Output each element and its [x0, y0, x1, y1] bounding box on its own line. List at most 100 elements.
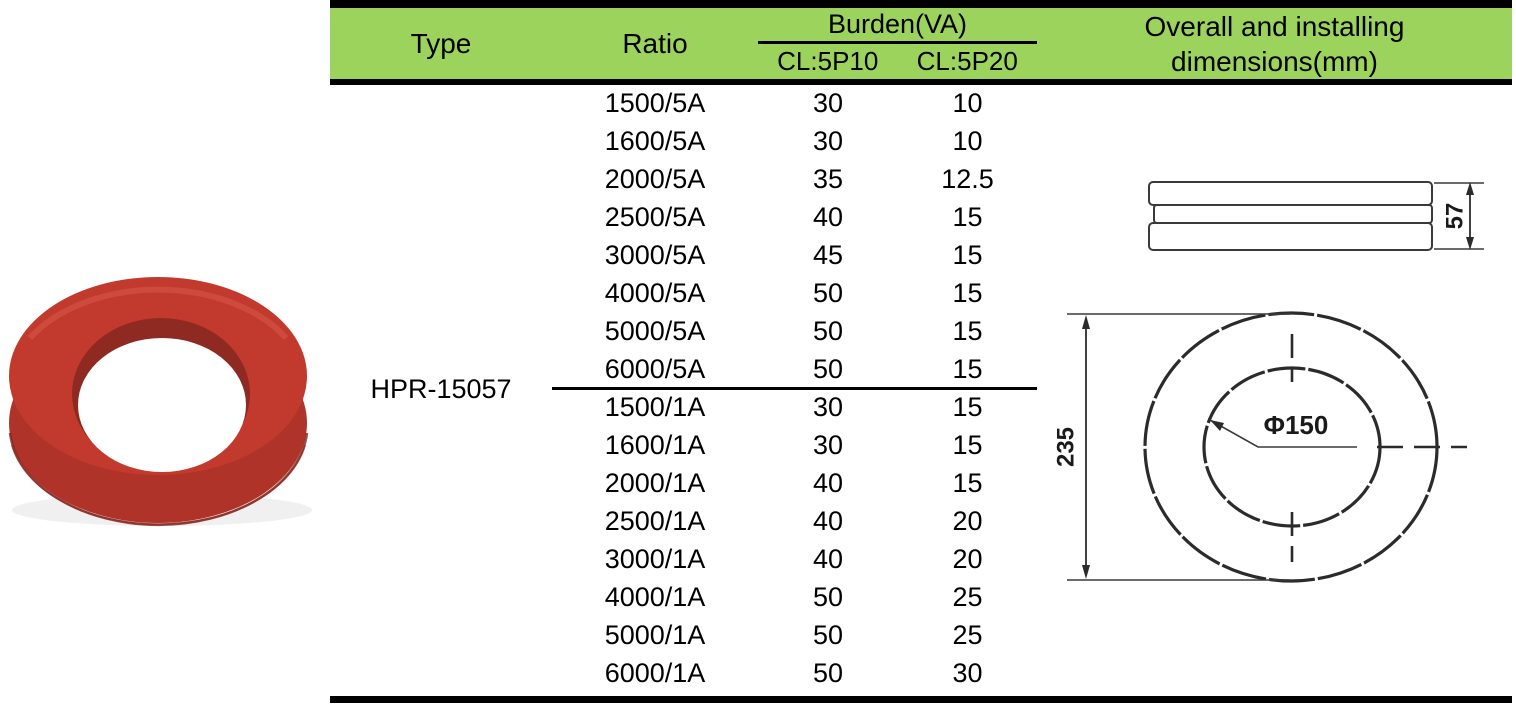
ratio-cell: 5000/5A	[604, 315, 706, 346]
cl5p20-cell: 15	[952, 467, 983, 498]
cl5p20-cell: 15	[952, 391, 983, 422]
cl5p10-cell: 50	[812, 657, 844, 688]
ratio-cell: 4000/1A	[604, 581, 706, 612]
cl5p20-cell: 15	[952, 239, 983, 270]
table-row: 2000/1A 40 15	[552, 464, 1037, 502]
cl5p20-cell: 10	[952, 87, 983, 118]
table-row: 5000/1A 50 25	[552, 616, 1037, 654]
cl5p10-cell: 50	[812, 619, 844, 650]
cl5p10-cell: 50	[812, 315, 844, 346]
side-dim-arrow-bottom	[1466, 237, 1474, 250]
table-row: 3000/1A 40 20	[552, 540, 1037, 578]
product-photo	[8, 277, 312, 527]
table-row: 5000/5A 50 15	[552, 312, 1037, 350]
side-view-middle-band	[1153, 204, 1433, 224]
cl5p10-cell: 50	[812, 581, 844, 612]
cl5p10-cell: 45	[812, 239, 844, 270]
front-inner-diameter-label: Φ150	[1264, 410, 1329, 440]
dimension-drawings: 57 235 Φ150	[1052, 181, 1484, 583]
cl5p20-cell: 15	[952, 277, 983, 308]
table-row: 1600/5A 30 10	[552, 122, 1037, 160]
ratio-cell: 1600/5A	[604, 125, 706, 156]
inner-diameter-leader-arrow	[1210, 420, 1224, 431]
cl5p10-cell: 30	[812, 391, 844, 422]
header-dimensions-line2: dimensions(mm)	[1171, 45, 1378, 77]
ratio-cell: 1500/1A	[604, 391, 706, 422]
table-row: 2000/5A 35 12.5	[552, 160, 1037, 198]
header-burden-title: Burden(VA)	[758, 8, 1037, 44]
cl5p20-cell: 10	[952, 125, 983, 156]
ratio-cell: 1500/5A	[604, 87, 706, 118]
table-body: 1500/5A 30 10 1600/5A 30 10 2000/5A 35 12.5 25…	[552, 84, 1037, 692]
ratio-cell: 1600/1A	[604, 429, 706, 460]
spec-table: Type Ratio Burden(VA) CL:5P10 CL:5P20 Ov…	[330, 0, 1512, 703]
table-row: 3000/5A 45 15	[552, 236, 1037, 274]
cl5p10-cell: 50	[812, 353, 844, 384]
table-row: 4000/1A 50 25	[552, 578, 1037, 616]
header-dimensions-line1: Overall and installing	[1144, 10, 1405, 42]
front-outer-diameter-label: 235	[1052, 427, 1079, 467]
cl5p20-cell: 15	[952, 353, 983, 384]
table-row: 6000/5A 50 15	[552, 350, 1037, 388]
cl5p10-cell: 30	[812, 429, 844, 460]
header-dimensions: Overall and installing dimensions(mm)	[1037, 8, 1512, 79]
cl5p20-cell: 15	[952, 201, 983, 232]
cl5p10-cell: 40	[812, 505, 844, 536]
side-view-drawing: 57	[1148, 181, 1484, 251]
table-row: 4000/5A 50 15	[552, 274, 1037, 312]
ratio-cell: 3000/1A	[604, 543, 706, 574]
table-row: 1500/1A 30 15	[552, 388, 1037, 426]
header-burden-subrow: CL:5P10 CL:5P20	[758, 44, 1037, 79]
cl5p10-cell: 30	[812, 125, 844, 156]
front-dim-arrow-top	[1082, 315, 1090, 329]
cl5p20-cell: 25	[952, 619, 983, 650]
side-view-top-band	[1148, 181, 1433, 206]
side-view-bottom-band	[1148, 222, 1433, 251]
side-dim-arrow-top	[1466, 182, 1474, 195]
cl5p20-cell: 30	[952, 657, 983, 688]
ratio-cell: 6000/1A	[604, 657, 706, 688]
ring-hole	[78, 338, 246, 472]
header-burden-group: Burden(VA) CL:5P10 CL:5P20	[758, 8, 1037, 79]
ratio-cell: 2500/1A	[604, 505, 706, 536]
cl5p10-cell: 40	[812, 467, 844, 498]
ring-highlight	[27, 286, 289, 341]
header-type: Type	[410, 27, 472, 59]
front-dim-arrow-bottom	[1082, 565, 1090, 579]
section-divider-5a-1a	[552, 387, 1037, 390]
cl5p10-cell: 40	[812, 543, 844, 574]
inner-diameter-leader	[1209, 419, 1357, 448]
table-row: 1600/1A 30 15	[552, 426, 1037, 464]
cl5p20-cell: 15	[952, 315, 983, 346]
table-row: 2500/1A 40 20	[552, 502, 1037, 540]
ring-groove-line-2	[11, 444, 306, 526]
table-row: 1500/5A 30 10	[552, 84, 1037, 122]
ratio-cell: 2500/5A	[604, 201, 706, 232]
cl5p10-cell: 35	[812, 163, 844, 194]
cl5p20-cell: 20	[952, 505, 983, 536]
table-row: 2500/5A 40 15	[552, 198, 1037, 236]
cl5p10-cell: 50	[812, 277, 844, 308]
side-height-label: 57	[1441, 203, 1468, 230]
ratio-cell: 2000/1A	[604, 467, 706, 498]
cl5p20-cell: 12.5	[941, 163, 994, 194]
table-row: 6000/1A 50 30	[552, 654, 1037, 692]
ratio-cell: 2000/5A	[604, 163, 706, 194]
cl5p20-cell: 15	[952, 429, 983, 460]
cl5p20-cell: 25	[952, 581, 983, 612]
ratio-cell: 4000/5A	[604, 277, 706, 308]
cl5p20-cell: 20	[952, 543, 983, 574]
front-view-drawing: 235 Φ150	[1052, 311, 1467, 583]
table-header-row: Type Ratio Burden(VA) CL:5P10 CL:5P20 Ov…	[330, 0, 1512, 85]
ratio-cell: 3000/5A	[604, 239, 706, 270]
ratio-cell: 6000/5A	[604, 353, 706, 384]
ratio-cell: 5000/1A	[604, 619, 706, 650]
header-ratio: Ratio	[622, 27, 688, 59]
cl5p10-cell: 30	[812, 87, 844, 118]
header-cl5p20: CL:5P20	[916, 46, 1018, 76]
table-bottom-border	[330, 696, 1512, 703]
type-value: HPR-15057	[370, 373, 512, 404]
cl5p10-cell: 40	[812, 201, 844, 232]
header-cl5p10: CL:5P10	[777, 46, 879, 76]
